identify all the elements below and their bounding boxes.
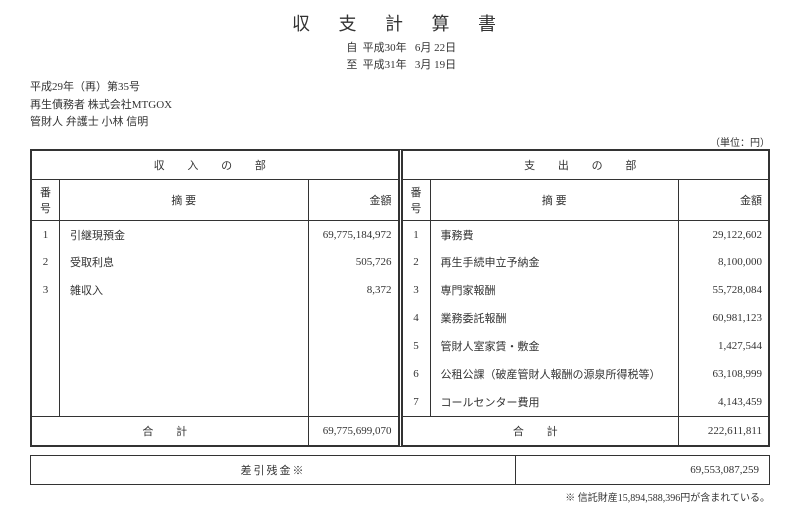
row-desc: 専門家報酬 — [430, 276, 679, 304]
row-desc: 事務費 — [430, 220, 679, 248]
row-amt: 505,726 — [308, 248, 398, 276]
expense-total-label: 合 計 — [402, 416, 679, 445]
row-num — [32, 388, 60, 416]
row-num — [32, 360, 60, 388]
table-row: 4業務委託報酬60,981,123 — [402, 304, 769, 332]
row-desc: 業務委託報酬 — [430, 304, 679, 332]
table-row: 6公租公課（破産管財人報酬の源泉所得税等）63,108,999 — [402, 360, 769, 388]
income-side: 収 入 の 部 番号 摘 要 金額 1引継現預金69,775,184,9722受… — [31, 150, 402, 446]
period-to-label: 至 — [344, 57, 360, 74]
period-from-date: 6月 22日 — [415, 42, 456, 54]
row-desc: 管財人室家賃・敷金 — [430, 332, 679, 360]
row-amt: 29,122,602 — [679, 220, 769, 248]
row-amt — [308, 304, 398, 332]
row-amt — [308, 388, 398, 416]
row-num: 7 — [402, 388, 430, 416]
expense-table: 支 出 の 部 番号 摘 要 金額 1事務費29,122,6022再生手続申立予… — [402, 150, 770, 446]
row-amt — [308, 360, 398, 388]
row-amt: 4,143,459 — [679, 388, 769, 416]
row-num: 1 — [402, 220, 430, 248]
row-num: 3 — [402, 276, 430, 304]
income-total: 69,775,699,070 — [308, 416, 398, 445]
row-amt: 8,372 — [308, 276, 398, 304]
row-amt: 60,981,123 — [679, 304, 769, 332]
table-row: 2受取利息505,726 — [32, 248, 399, 276]
unit-label: （単位：円） — [30, 134, 770, 149]
row-desc: 受取利息 — [60, 248, 309, 276]
row-num: 2 — [32, 248, 60, 276]
table-row: 1事務費29,122,602 — [402, 220, 769, 248]
row-desc — [60, 360, 309, 388]
row-desc: 再生手続申立予納金 — [430, 248, 679, 276]
row-desc — [60, 388, 309, 416]
row-amt: 63,108,999 — [679, 360, 769, 388]
income-col-desc: 摘 要 — [60, 179, 309, 220]
expense-col-desc: 摘 要 — [430, 179, 679, 220]
table-row — [32, 304, 399, 332]
row-num — [32, 332, 60, 360]
period-block: 自 平成30年 6月 22日 至 平成31年 3月 19日 — [30, 40, 770, 73]
row-num: 2 — [402, 248, 430, 276]
row-amt: 69,775,184,972 — [308, 220, 398, 248]
period-to-date: 3月 19日 — [415, 59, 456, 71]
row-num: 4 — [402, 304, 430, 332]
row-num: 6 — [402, 360, 430, 388]
balance-label: 差引残金※ — [31, 455, 516, 484]
header-block: 平成29年（再）第35号 再生債務者 株式会社MTGOX 管財人 弁護士 小林 … — [30, 79, 770, 132]
expense-section-head: 支 出 の 部 — [402, 150, 769, 179]
trustee-line: 管財人 弁護士 小林 信明 — [30, 114, 770, 132]
income-table: 収 入 の 部 番号 摘 要 金額 1引継現預金69,775,184,9722受… — [31, 150, 399, 446]
debtor-line: 再生債務者 株式会社MTGOX — [30, 97, 770, 115]
income-total-label: 合 計 — [32, 416, 309, 445]
tables-wrapper: 収 入 の 部 番号 摘 要 金額 1引継現預金69,775,184,9722受… — [30, 149, 770, 447]
table-row — [32, 332, 399, 360]
row-desc: 雑収入 — [60, 276, 309, 304]
row-num — [32, 304, 60, 332]
table-row: 7コールセンター費用4,143,459 — [402, 388, 769, 416]
table-row: 1引継現預金69,775,184,972 — [32, 220, 399, 248]
income-section-head: 収 入 の 部 — [32, 150, 399, 179]
row-amt — [308, 332, 398, 360]
expense-col-amt: 金額 — [679, 179, 769, 220]
row-desc: 公租公課（破産管財人報酬の源泉所得税等） — [430, 360, 679, 388]
row-desc: コールセンター費用 — [430, 388, 679, 416]
table-row: 5管財人室家賃・敷金1,427,544 — [402, 332, 769, 360]
period-to-era: 平成31年 — [363, 59, 407, 71]
row-num: 1 — [32, 220, 60, 248]
row-num: 5 — [402, 332, 430, 360]
footnote: ※ 信託財産15,894,588,396円が含まれている。 — [30, 489, 770, 504]
income-col-amt: 金額 — [308, 179, 398, 220]
expense-col-num: 番号 — [402, 179, 430, 220]
income-col-num: 番号 — [32, 179, 60, 220]
row-amt: 8,100,000 — [679, 248, 769, 276]
case-number: 平成29年（再）第35号 — [30, 79, 770, 97]
expense-total: 222,611,811 — [679, 416, 769, 445]
row-desc: 引継現預金 — [60, 220, 309, 248]
balance-table: 差引残金※ 69,553,087,259 — [30, 455, 770, 485]
period-from-label: 自 — [344, 40, 360, 57]
table-row — [32, 360, 399, 388]
row-desc — [60, 304, 309, 332]
row-amt: 1,427,544 — [679, 332, 769, 360]
table-row: 3雑収入8,372 — [32, 276, 399, 304]
row-desc — [60, 332, 309, 360]
row-amt: 55,728,084 — [679, 276, 769, 304]
balance-wrapper: 差引残金※ 69,553,087,259 — [30, 455, 770, 485]
period-from-era: 平成30年 — [363, 42, 407, 54]
expense-side: 支 出 の 部 番号 摘 要 金額 1事務費29,122,6022再生手続申立予… — [402, 150, 770, 446]
balance-amount: 69,553,087,259 — [515, 455, 769, 484]
table-row: 2再生手続申立予納金8,100,000 — [402, 248, 769, 276]
table-row — [32, 388, 399, 416]
table-row: 3専門家報酬55,728,084 — [402, 276, 769, 304]
doc-title: 収 支 計 算 書 — [30, 10, 770, 36]
row-num: 3 — [32, 276, 60, 304]
